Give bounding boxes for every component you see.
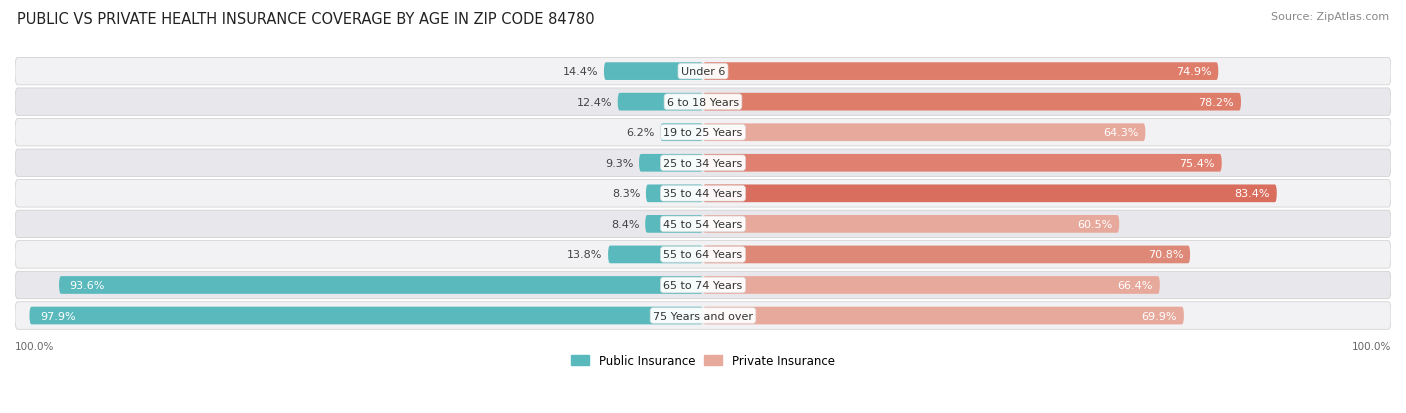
- FancyBboxPatch shape: [15, 241, 1391, 268]
- Text: 6 to 18 Years: 6 to 18 Years: [666, 97, 740, 107]
- FancyBboxPatch shape: [703, 276, 1160, 294]
- FancyBboxPatch shape: [15, 89, 1391, 116]
- Text: 60.5%: 60.5%: [1077, 219, 1112, 229]
- Legend: Public Insurance, Private Insurance: Public Insurance, Private Insurance: [567, 350, 839, 372]
- FancyBboxPatch shape: [15, 211, 1391, 238]
- Text: 70.8%: 70.8%: [1147, 250, 1184, 260]
- Text: 100.0%: 100.0%: [1351, 341, 1391, 351]
- Text: 25 to 34 Years: 25 to 34 Years: [664, 159, 742, 169]
- FancyBboxPatch shape: [703, 154, 1222, 172]
- FancyBboxPatch shape: [15, 119, 1391, 147]
- Text: 35 to 44 Years: 35 to 44 Years: [664, 189, 742, 199]
- Text: 45 to 54 Years: 45 to 54 Years: [664, 219, 742, 229]
- FancyBboxPatch shape: [15, 302, 1391, 330]
- FancyBboxPatch shape: [703, 307, 1184, 325]
- Text: Under 6: Under 6: [681, 67, 725, 77]
- Text: 100.0%: 100.0%: [15, 341, 55, 351]
- Text: 64.3%: 64.3%: [1104, 128, 1139, 138]
- Text: 65 to 74 Years: 65 to 74 Years: [664, 280, 742, 290]
- FancyBboxPatch shape: [645, 216, 703, 233]
- FancyBboxPatch shape: [703, 185, 1277, 203]
- FancyBboxPatch shape: [703, 216, 1119, 233]
- FancyBboxPatch shape: [15, 150, 1391, 177]
- Text: 9.3%: 9.3%: [605, 159, 634, 169]
- FancyBboxPatch shape: [605, 63, 703, 81]
- Text: 14.4%: 14.4%: [562, 67, 599, 77]
- Text: 69.9%: 69.9%: [1142, 311, 1177, 321]
- FancyBboxPatch shape: [59, 276, 703, 294]
- FancyBboxPatch shape: [15, 58, 1391, 85]
- Text: 75 Years and over: 75 Years and over: [652, 311, 754, 321]
- Text: 19 to 25 Years: 19 to 25 Years: [664, 128, 742, 138]
- FancyBboxPatch shape: [15, 180, 1391, 208]
- Text: 78.2%: 78.2%: [1198, 97, 1234, 107]
- FancyBboxPatch shape: [15, 272, 1391, 299]
- FancyBboxPatch shape: [661, 124, 703, 142]
- Text: 75.4%: 75.4%: [1180, 159, 1215, 169]
- FancyBboxPatch shape: [703, 94, 1241, 111]
- Text: 55 to 64 Years: 55 to 64 Years: [664, 250, 742, 260]
- FancyBboxPatch shape: [30, 307, 703, 325]
- Text: 6.2%: 6.2%: [627, 128, 655, 138]
- Text: 93.6%: 93.6%: [69, 280, 104, 290]
- FancyBboxPatch shape: [703, 246, 1189, 263]
- Text: Source: ZipAtlas.com: Source: ZipAtlas.com: [1271, 12, 1389, 22]
- Text: 83.4%: 83.4%: [1234, 189, 1270, 199]
- Text: 8.3%: 8.3%: [612, 189, 640, 199]
- Text: 66.4%: 66.4%: [1118, 280, 1153, 290]
- FancyBboxPatch shape: [607, 246, 703, 263]
- FancyBboxPatch shape: [645, 185, 703, 203]
- Text: 97.9%: 97.9%: [39, 311, 76, 321]
- FancyBboxPatch shape: [703, 63, 1219, 81]
- Text: 8.4%: 8.4%: [612, 219, 640, 229]
- Text: PUBLIC VS PRIVATE HEALTH INSURANCE COVERAGE BY AGE IN ZIP CODE 84780: PUBLIC VS PRIVATE HEALTH INSURANCE COVER…: [17, 12, 595, 27]
- Text: 13.8%: 13.8%: [567, 250, 603, 260]
- Text: 12.4%: 12.4%: [576, 97, 612, 107]
- FancyBboxPatch shape: [703, 124, 1146, 142]
- FancyBboxPatch shape: [617, 94, 703, 111]
- FancyBboxPatch shape: [638, 154, 703, 172]
- Text: 74.9%: 74.9%: [1175, 67, 1212, 77]
